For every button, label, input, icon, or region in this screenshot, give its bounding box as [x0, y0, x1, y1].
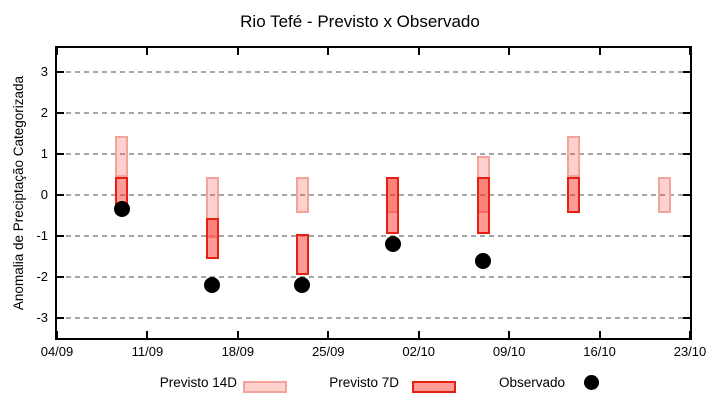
y-tick-right — [683, 112, 690, 114]
legend-label-previsto-7d: Previsto 7D — [329, 375, 399, 390]
gridline-y-3 — [57, 317, 690, 319]
legend-label-previsto-14d: Previsto 14D — [159, 375, 237, 390]
x-tick-top — [236, 48, 239, 55]
legend-swatch-previsto-7d — [412, 381, 456, 393]
y-tick-right — [683, 276, 690, 278]
previsto-7d-bar — [205, 217, 219, 259]
observado-dot — [475, 252, 492, 269]
x-tick-top — [327, 48, 330, 55]
y-tick-label: -3 — [36, 310, 48, 325]
x-tick-top — [508, 48, 511, 55]
x-tick-bottom — [508, 331, 511, 338]
plot-frame — [55, 46, 692, 340]
legend-swatch-previsto-14d — [243, 381, 287, 393]
gridline-y2 — [57, 112, 690, 114]
previsto-14d-bar — [205, 176, 219, 239]
y-tick-left — [57, 235, 64, 237]
chart-title: Rio Tefé - Previsto x Observado — [240, 12, 480, 31]
y-tick-label: 2 — [40, 105, 48, 120]
y-tick-left — [57, 317, 64, 319]
x-tick-top — [689, 48, 691, 55]
gridline-y1 — [57, 153, 690, 155]
gridline-y-1 — [57, 235, 690, 237]
x-tick-top — [598, 48, 601, 55]
x-tick-bottom — [236, 331, 239, 338]
x-tick-label: 11/09 — [131, 344, 164, 359]
x-tick-label: 18/09 — [221, 344, 255, 359]
legend-dot-observado — [584, 375, 599, 390]
previsto-14d-bar — [295, 176, 309, 214]
y-tick-right — [683, 194, 690, 196]
x-tick-label: 02/10 — [402, 344, 435, 359]
x-tick-bottom — [56, 331, 58, 338]
x-tick-top — [146, 48, 149, 55]
x-tick-bottom — [598, 331, 601, 338]
plot-area — [56, 48, 691, 338]
x-tick-label: 09/10 — [492, 344, 526, 359]
y-tick-label: -1 — [36, 228, 48, 243]
y-tick-left — [57, 194, 64, 196]
y-tick-label: 3 — [40, 64, 48, 79]
x-tick-label: 04/09 — [40, 344, 74, 359]
previsto-7d-bar — [476, 176, 490, 234]
gridline-y3 — [57, 71, 690, 73]
previsto-7d-bar — [386, 176, 400, 234]
x-tick-top — [56, 48, 58, 55]
x-tick-top — [417, 48, 420, 55]
y-tick-left — [57, 153, 64, 155]
y-tick-label: 0 — [40, 187, 48, 202]
y-tick-left — [57, 112, 64, 114]
x-tick-label: 23/10 — [673, 344, 707, 359]
legend-label-observado: Observado — [498, 375, 565, 390]
previsto-7d-bar — [567, 176, 581, 214]
x-tick-bottom — [417, 331, 420, 338]
y-tick-right — [683, 235, 690, 237]
x-tick-bottom — [146, 331, 149, 338]
observado-dot — [204, 277, 221, 294]
y-tick-right — [683, 71, 690, 73]
gridline-y0 — [57, 194, 690, 196]
previsto-14d-bar — [657, 176, 671, 214]
y-tick-right — [683, 153, 690, 155]
gridline-y-2 — [57, 276, 690, 278]
previsto-14d-bar — [115, 135, 129, 177]
y-tick-label: -2 — [36, 269, 48, 284]
x-tick-bottom — [327, 331, 330, 338]
observado-dot — [294, 277, 311, 294]
x-tick-label: 25/09 — [312, 344, 345, 359]
previsto-14d-bar — [567, 135, 581, 177]
observado-dot — [113, 201, 130, 218]
previsto-7d-bar — [295, 233, 309, 275]
y-tick-label: 1 — [40, 146, 48, 161]
y-tick-left — [57, 276, 64, 278]
y-tick-left — [57, 71, 64, 73]
y-tick-right — [683, 317, 690, 319]
x-tick-label: 16/10 — [583, 344, 616, 359]
x-tick-bottom — [689, 331, 691, 338]
observado-dot — [384, 236, 401, 253]
